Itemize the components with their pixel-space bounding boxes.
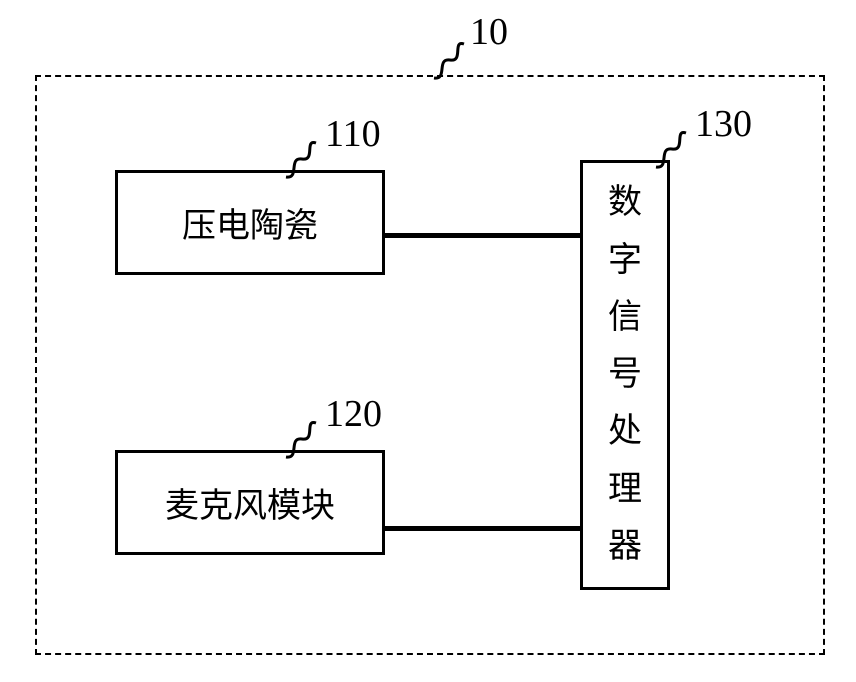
ref-label-10: 10 <box>470 10 508 54</box>
vtext-char: 号 <box>608 358 642 392</box>
ref-squiggle-130 <box>652 127 688 171</box>
connector-110-130 <box>385 233 580 238</box>
connector-120-130 <box>385 526 580 531</box>
vtext-char: 处 <box>608 415 642 449</box>
vtext-char: 器 <box>608 530 642 564</box>
block-label: 麦克风模块 <box>165 478 335 527</box>
block-microphone-module: 麦克风模块 <box>115 450 385 555</box>
ref-label-120: 120 <box>325 392 382 436</box>
block-piezoelectric-ceramic: 压电陶瓷 <box>115 170 385 275</box>
ref-label-110: 110 <box>325 112 381 156</box>
vtext-char: 数 <box>608 186 642 220</box>
ref-label-130: 130 <box>695 102 752 146</box>
block-label-vertical: 数字信号处理器 <box>583 163 667 587</box>
block-digital-signal-processor: 数字信号处理器 <box>580 160 670 590</box>
vtext-char: 理 <box>608 473 642 507</box>
ref-squiggle-10 <box>430 38 466 82</box>
ref-squiggle-110 <box>282 137 318 181</box>
vtext-char: 信 <box>608 301 642 335</box>
outer-dashed-box <box>35 75 825 655</box>
diagram-canvas: 10 压电陶瓷 110 麦克风模块 120 数字信号处理器 130 <box>0 0 856 682</box>
ref-squiggle-120 <box>282 417 318 461</box>
vtext-char: 字 <box>608 244 642 278</box>
block-label: 压电陶瓷 <box>182 198 318 247</box>
